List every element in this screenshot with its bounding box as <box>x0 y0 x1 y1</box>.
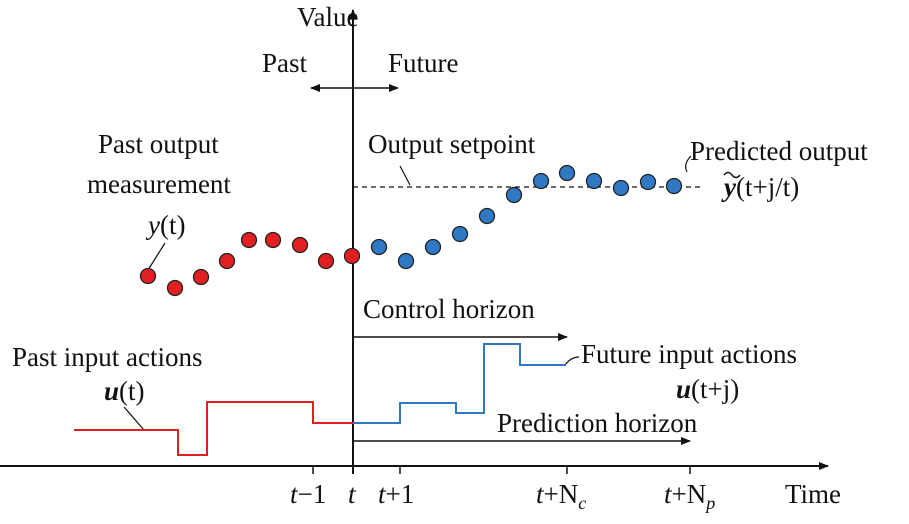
predicted-output-point <box>370 238 388 256</box>
u-tj-label: u(t+j) <box>676 374 739 404</box>
predicted-output-point <box>558 164 576 182</box>
past-input-actions-label: Past input actions <box>12 342 203 372</box>
past-output-point <box>343 247 361 265</box>
future-input-pointer <box>564 356 580 366</box>
predicted-output-point <box>424 238 442 256</box>
control-horizon-label: Control horizon <box>363 294 535 324</box>
tick-label-t-1: t−1 <box>290 479 326 509</box>
output-setpoint-label: Output setpoint <box>368 129 536 159</box>
time-axis-label: Time <box>785 479 841 509</box>
tick-label-t+Np: t+Np <box>664 479 715 513</box>
past-output-label-line1: Past output <box>98 129 219 159</box>
predicted-output-label: Predicted output <box>690 136 868 166</box>
y-t-pointer <box>147 242 166 271</box>
setpoint-pointer <box>399 165 411 186</box>
predicted-output-point <box>532 172 550 190</box>
value-axis-label: Value <box>297 2 358 32</box>
predicted-output-point <box>451 225 469 243</box>
past-output-point <box>291 236 309 254</box>
predicted-output-pointer <box>685 155 692 173</box>
past-output-point <box>139 267 157 285</box>
future-label: Future <box>388 48 459 78</box>
past-label: Past <box>262 48 308 78</box>
predicted-output-expression: y(t+j/t) <box>721 172 799 202</box>
tick-label-t+Nc: t+Nc <box>536 479 586 513</box>
u-t-label: u(t) <box>104 376 145 406</box>
predicted-output-point <box>585 172 603 190</box>
past-output-point <box>218 252 236 270</box>
tick-label-t+1: t+1 <box>378 479 414 509</box>
past-output-points <box>139 231 361 297</box>
past-output-point <box>264 231 282 249</box>
predicted-output-point <box>478 207 496 225</box>
past-output-point <box>166 279 184 297</box>
predicted-output-points <box>370 164 683 270</box>
tilde-mark <box>723 171 741 179</box>
past-input-signal <box>74 401 353 456</box>
past-output-point <box>317 252 335 270</box>
future-input-actions-label: Future input actions <box>581 339 797 369</box>
predicted-output-point <box>612 179 630 197</box>
predicted-output-point <box>665 177 683 195</box>
past-output-label-line2: measurement <box>87 169 231 199</box>
tick-label-t: t <box>348 479 357 509</box>
prediction-horizon-label: Prediction horizon <box>497 408 698 438</box>
predicted-output-point <box>505 186 523 204</box>
predicted-output-point <box>397 252 415 270</box>
future-input-signal <box>353 343 566 424</box>
past-output-point <box>240 231 258 249</box>
u-t-pointer <box>123 406 145 431</box>
predicted-output-point <box>639 173 657 191</box>
past-output-point <box>192 268 210 286</box>
y-t-label: y(t) <box>145 210 185 240</box>
